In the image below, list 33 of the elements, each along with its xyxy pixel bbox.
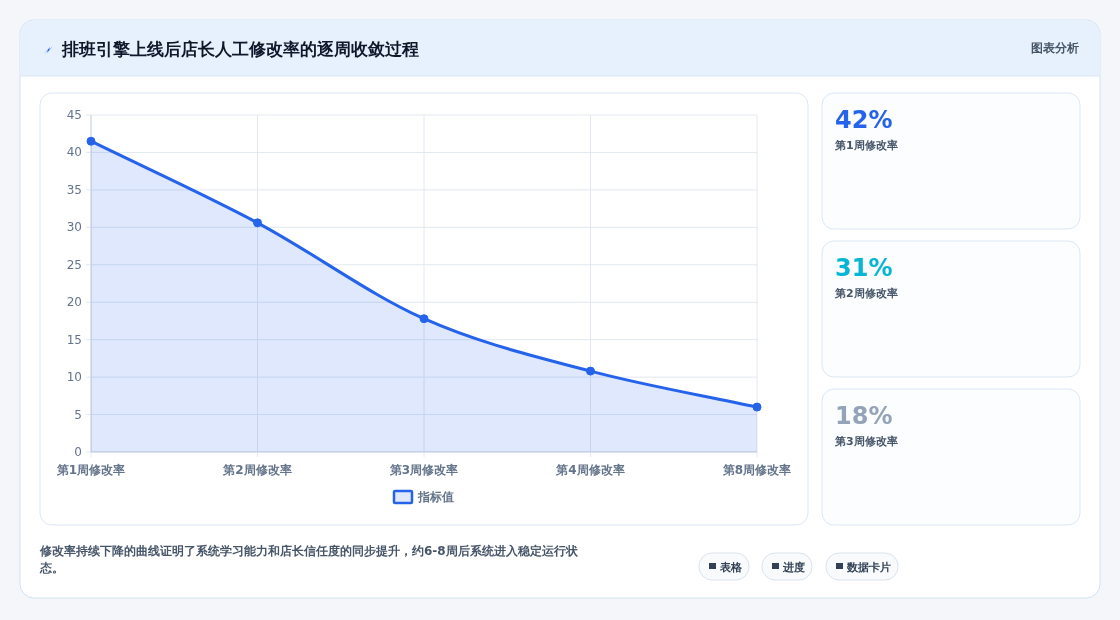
text: 18% [835,402,893,430]
point [752,402,762,412]
text: 图表分析 [1031,41,1079,55]
text: 第2周修改率 [834,287,898,300]
point [419,314,429,324]
y-tick-label: 30 [66,220,82,235]
y-tick-label: 0 [74,445,82,459]
y-tick-label: 40 [66,145,82,160]
y-tick-label: 5 [74,407,82,422]
text: 第1周修改率 [834,139,898,152]
y-tick-label: 25 [66,257,82,272]
x-tick-label: 第8周修改率 [721,463,792,477]
y-tick-label: 20 [66,295,82,310]
point [86,136,96,146]
y-tick-label: 15 [66,332,82,347]
text: 修改率持续下降的曲线证明了系统学习能力和店长信任度的同步提升，约6-8周后系统进入稳定运行状态。 [39,544,579,575]
text: 表格 [719,561,743,574]
point [253,218,262,228]
chart-title: 排班引擎上线后店长人工修改率的逐周收敛过程 [61,39,419,59]
text: 第3周修改率 [834,435,898,448]
y-tick-label: 35 [66,182,82,197]
legend-label: 指标值 [417,490,454,504]
x-tick-label: 第4周修改率 [555,463,625,477]
x-tick-label: 第1周修改率 [55,463,126,477]
x-tick-label: 第2周修改率 [222,463,292,477]
y-tick-label: 45 [66,108,82,122]
text: 31% [835,254,893,282]
x-tick-label: 第3周修改率 [388,463,459,477]
point [586,366,595,376]
text: 进度 [782,561,805,574]
text: 数据卡片 [846,561,891,574]
text: 42% [835,106,893,134]
y-tick-label: 10 [66,370,82,385]
